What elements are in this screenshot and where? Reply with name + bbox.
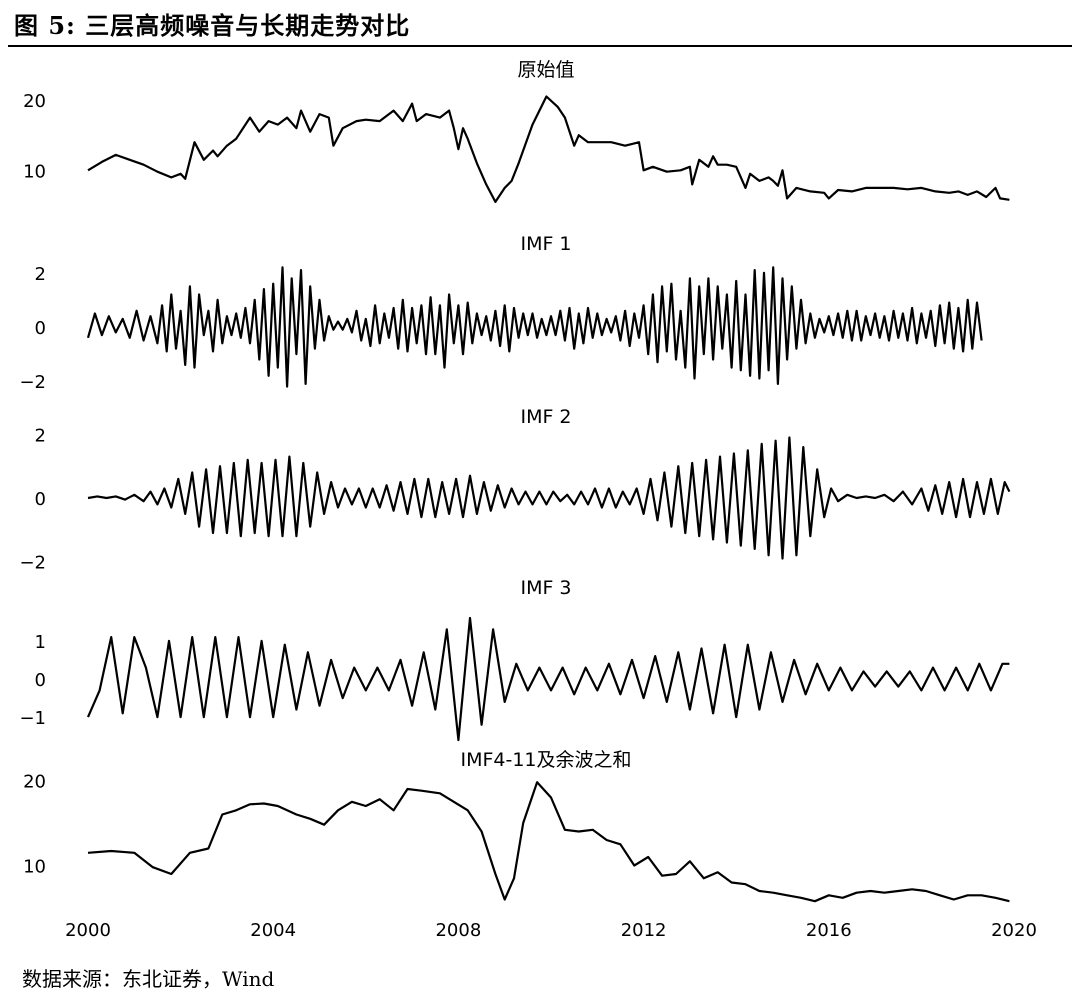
x-tick-label: 2012 xyxy=(621,920,667,941)
x-tick-label: 2004 xyxy=(250,920,296,941)
panel-title: IMF4-11及余波之和 xyxy=(460,749,631,771)
y-tick-label: −2 xyxy=(19,553,46,574)
x-tick-label: 2000 xyxy=(65,920,111,941)
panel-title: IMF 1 xyxy=(520,233,571,255)
series-line xyxy=(86,616,1010,742)
y-tick-label: 0 xyxy=(35,489,46,510)
x-tick-label: 2016 xyxy=(806,920,852,941)
y-tick-label: −1 xyxy=(19,708,46,729)
y-tick-label: 20 xyxy=(23,91,46,112)
series-line xyxy=(87,781,1010,903)
panel-title: IMF 3 xyxy=(520,577,571,599)
x-tick-label: 2020 xyxy=(991,920,1037,941)
y-tick-label: 1 xyxy=(35,632,46,653)
y-tick-label: 10 xyxy=(23,161,46,182)
panel-title: IMF 2 xyxy=(520,406,571,428)
series-line xyxy=(87,95,1010,203)
y-tick-label: 2 xyxy=(35,264,46,285)
figure-title: 图 5: 三层高频噪音与长期走势对比 xyxy=(14,11,411,40)
title-divider xyxy=(8,45,1072,47)
panel-title: 原始值 xyxy=(517,59,574,81)
y-tick-label: −2 xyxy=(19,372,46,393)
series-line xyxy=(87,436,1011,560)
source-note: 数据来源：东北证券，Wind xyxy=(22,967,275,991)
y-tick-label: 0 xyxy=(35,318,46,339)
y-tick-label: 2 xyxy=(35,425,46,446)
x-tick-label: 2008 xyxy=(435,920,481,941)
y-tick-label: 20 xyxy=(23,772,46,793)
y-tick-label: 10 xyxy=(23,857,46,878)
y-tick-label: 0 xyxy=(35,670,46,691)
series-line xyxy=(86,266,983,388)
